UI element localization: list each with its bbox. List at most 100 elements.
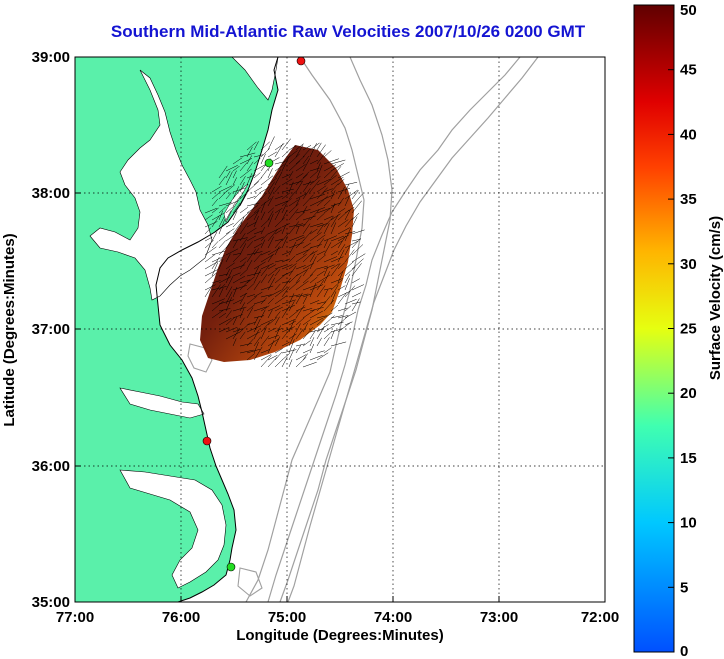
velocity-vector: [309, 307, 324, 312]
velocity-field: [200, 145, 354, 362]
velocity-vector: [211, 241, 219, 249]
velocity-vector: [302, 267, 309, 277]
velocity-vector: [239, 343, 252, 347]
velocity-vector: [253, 341, 259, 354]
velocity-vector: [316, 315, 327, 319]
velocity-vector: [232, 328, 243, 333]
velocity-vector: [309, 179, 320, 193]
velocity-vector: [281, 138, 291, 151]
velocity-vector: [218, 216, 225, 228]
velocity-vector: [337, 315, 349, 326]
velocity-vector: [344, 189, 359, 200]
velocity-vector: [281, 264, 293, 270]
velocity-vector: [225, 268, 231, 277]
velocity-vector: [225, 228, 235, 235]
velocity-vector: [253, 207, 261, 214]
velocity-vector: [253, 318, 261, 333]
velocity-vector: [260, 294, 272, 298]
velocity-vector: [316, 207, 331, 214]
velocity-vector: [302, 215, 316, 221]
velocity-vector: [316, 265, 328, 270]
velocity-vector: [323, 199, 331, 207]
velocity-vector: [288, 170, 294, 179]
velocity-vector: [239, 158, 253, 165]
velocity-vector: [316, 324, 329, 333]
velocity-vector: [323, 235, 338, 242]
velocity-vector: [218, 185, 232, 193]
velocity-vector: [316, 152, 326, 165]
velocity-vector: [288, 280, 301, 291]
grid-lines: [75, 57, 605, 602]
velocity-vector: [309, 143, 317, 158]
velocity-vector: [337, 209, 350, 221]
velocity-vector: [316, 142, 322, 151]
station-marker-4[interactable]: [226, 562, 236, 572]
velocity-vector: [253, 230, 263, 235]
velocity-vector: [330, 315, 343, 319]
velocity-vector: [267, 136, 275, 151]
velocity-vector: [337, 187, 351, 193]
station-marker-3[interactable]: [202, 436, 212, 446]
velocity-vector: [204, 272, 218, 284]
velocity-vector: [330, 250, 339, 256]
velocity-vector: [309, 207, 326, 214]
velocity-vector: [337, 290, 351, 298]
velocity-vector: [253, 243, 263, 249]
velocity-vector: [274, 161, 286, 165]
velocity-vector: [323, 315, 335, 326]
velocity-vector: [323, 347, 332, 354]
velocity-vector: [302, 148, 311, 158]
velocity-vector: [267, 298, 274, 305]
velocity-vector: [288, 310, 299, 319]
velocity-vector: [260, 327, 267, 340]
velocity-vector: [344, 227, 351, 242]
velocity-vector: [267, 289, 282, 298]
velocity-vector: [225, 310, 232, 319]
velocity-vector: [295, 269, 307, 277]
velocity-vector: [211, 192, 220, 200]
velocity-vector: [239, 302, 246, 312]
velocity-vector: [351, 193, 363, 207]
velocity-vector: [274, 351, 283, 361]
velocity-vector: [330, 190, 336, 200]
velocity-vector: [295, 173, 304, 179]
velocity-vector: [246, 348, 261, 354]
velocity-vector: [344, 209, 351, 221]
velocity-vector: [281, 353, 291, 361]
velocity-vector: [288, 235, 304, 242]
station-marker-1[interactable]: [296, 57, 306, 66]
velocity-vector: [204, 268, 219, 277]
velocity-vector: [274, 200, 289, 207]
velocity-vector: [288, 320, 297, 326]
velocity-vector: [302, 274, 314, 284]
velocity-vector: [239, 168, 252, 179]
velocity-vector: [225, 276, 234, 291]
velocity-vector: [323, 288, 332, 291]
velocity-vector: [246, 241, 253, 249]
velocity-vector: [274, 169, 282, 179]
velocity-vector: [323, 266, 328, 277]
velocity-vector: [288, 181, 294, 193]
velocity-vector: [260, 349, 270, 354]
velocity-vector: [253, 329, 260, 340]
velocity-vector: [337, 292, 347, 305]
velocity-vector: [225, 192, 232, 200]
velocity-vector: [302, 188, 311, 200]
velocity-vector: [239, 243, 247, 256]
velocity-vector: [274, 259, 284, 263]
velocity-vector: [295, 211, 306, 221]
velocity-vector: [253, 300, 266, 305]
velocity-vector: [274, 164, 285, 172]
station-marker-2[interactable]: [264, 158, 274, 168]
velocity-vector: [239, 317, 245, 326]
velocity-vector: [302, 242, 311, 249]
velocity-vector: [337, 171, 350, 179]
colorbar-tick-label: 40: [680, 126, 697, 143]
velocity-vector: [351, 190, 359, 200]
velocity-vector: [246, 296, 257, 305]
velocity-vector: [344, 305, 352, 312]
velocity-vector: [211, 185, 222, 193]
velocity-vector: [239, 190, 250, 200]
velocity-vector: [323, 271, 331, 284]
velocity-vector: [337, 262, 346, 270]
